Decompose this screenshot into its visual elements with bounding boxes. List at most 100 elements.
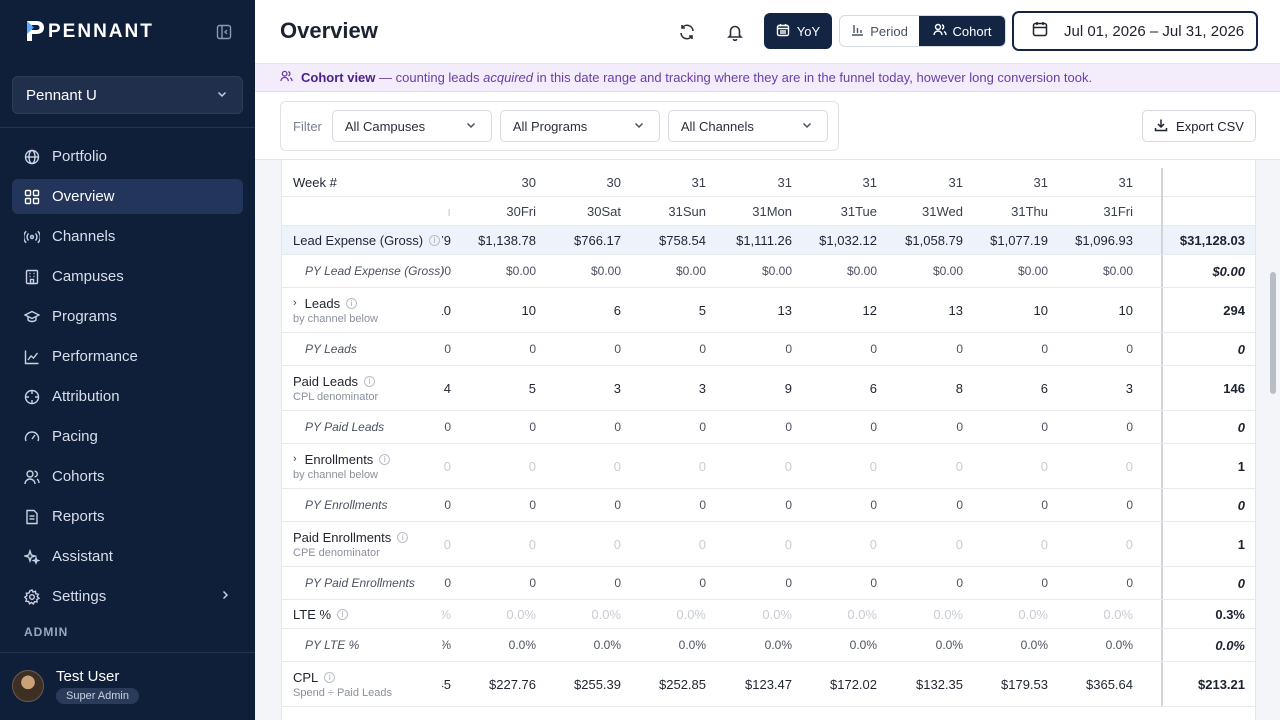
week-header-label: Week #: [282, 168, 442, 196]
table-row-leads: › Leads i by channel below 10 10 6 5 13 12 13 10 10 2…: [282, 288, 1255, 333]
sidebar-item-label: Reports: [52, 508, 105, 525]
value-cell: 0.0%: [676, 606, 706, 622]
row-sublabel: CPE denominator: [293, 546, 380, 559]
logo-row: PENNANT: [0, 0, 255, 64]
period-mode-button[interactable]: Period: [840, 16, 919, 46]
sidebar-item-programs[interactable]: Programs: [12, 299, 243, 334]
total-cell: 294: [1161, 288, 1255, 332]
cohort-label: Cohort: [952, 23, 992, 39]
sidebar-item-label: Performance: [52, 348, 138, 365]
week-label: Week #: [293, 174, 337, 190]
info-icon[interactable]: i: [346, 297, 358, 309]
partial-value-cell: 0: [444, 576, 451, 590]
tenant-selector[interactable]: Pennant U: [12, 76, 243, 114]
value-cell: 0.0%: [1020, 638, 1048, 652]
sidebar-item-settings[interactable]: Settings: [12, 579, 243, 614]
sidebar-item-reports[interactable]: Reports: [12, 499, 243, 534]
row-label-value: PY Paid Leads: [305, 420, 385, 434]
sidebar-item-portfolio[interactable]: Portfolio: [12, 139, 243, 174]
sidebar-item-pacing[interactable]: Pacing: [12, 419, 243, 454]
value-cell: 0: [784, 458, 792, 474]
value-cell: 0: [956, 420, 963, 434]
value-cell: $132.35: [916, 676, 963, 692]
value-cell: 0: [1126, 420, 1133, 434]
table-row-lead-expense-gross: Lead Expense (Gross) i 79 $1,138.78 $766.17 $…: [282, 226, 1255, 255]
bell-icon[interactable]: [723, 20, 747, 44]
banner-em: acquired: [483, 70, 533, 85]
value-cell: 0.0%: [847, 606, 877, 622]
sidebar-item-channels[interactable]: Channels: [12, 219, 243, 254]
export-csv-button[interactable]: Export CSV: [1142, 110, 1256, 142]
value-cell: 0: [699, 342, 706, 356]
sidebar-item-cohorts[interactable]: Cohorts: [12, 459, 243, 494]
value-cell: 0: [529, 342, 536, 356]
sidebar-item-label: Settings: [52, 588, 107, 605]
info-icon[interactable]: i: [364, 375, 376, 387]
total-cell: $0.00: [1161, 255, 1255, 287]
total-cell: 1: [1161, 444, 1255, 488]
info-icon[interactable]: i: [324, 671, 336, 683]
sidebar-item-label: Campuses: [52, 268, 124, 285]
value-cell: 0: [1126, 498, 1133, 512]
yoy-toggle-button[interactable]: YoY: [764, 13, 832, 49]
sidebar-item-label: Channels: [52, 228, 116, 245]
program-select-value: All Programs: [512, 118, 588, 134]
value-cell: $1,111.26: [736, 232, 792, 248]
row-label-value: Enrollments: [304, 451, 374, 467]
user-role-badge: Super Admin: [56, 688, 139, 704]
sidebar-item-campuses[interactable]: Campuses: [12, 259, 243, 294]
row-label-value: PY Leads: [305, 342, 357, 356]
sidebar-item-overview[interactable]: Overview: [12, 179, 243, 214]
row-label: PY Lead Expense (Gross): [282, 255, 444, 287]
campus-select[interactable]: All Campuses: [331, 110, 492, 142]
sidebar-item-performance[interactable]: Performance: [12, 339, 243, 374]
info-icon[interactable]: i: [337, 608, 349, 620]
value-cell: 0: [785, 498, 792, 512]
value-cell: 0.0%: [762, 606, 792, 622]
info-icon[interactable]: i: [379, 453, 391, 465]
page-title: Overview: [280, 18, 378, 43]
sidebar-item-label: Attribution: [52, 388, 120, 405]
value-cell: 0: [699, 498, 706, 512]
total-cell: $213.21: [1161, 662, 1255, 706]
sparkles-icon: [24, 548, 40, 565]
calendar-icon: [776, 23, 790, 40]
expand-chevron-icon[interactable]: ›: [293, 297, 297, 309]
vertical-scrollbar[interactable]: [1270, 272, 1276, 394]
users-icon: [932, 23, 947, 39]
row-label-text: PY Enrollments: [293, 498, 442, 512]
value-cell: 0: [785, 420, 792, 434]
date-range-picker[interactable]: Jul 01, 2026 – Jul 31, 2026: [1012, 11, 1258, 51]
program-select[interactable]: All Programs: [499, 110, 660, 142]
value-cell: 13: [948, 302, 963, 318]
value-cell: 0: [528, 536, 536, 552]
sidebar-item-attribution[interactable]: Attribution: [12, 379, 243, 414]
partial-day-cell: ı: [447, 203, 451, 219]
info-icon[interactable]: i: [397, 531, 409, 543]
total-cell: 0.3%: [1161, 600, 1255, 628]
user-profile[interactable]: Test User Super Admin: [12, 668, 139, 704]
value-cell: 8: [955, 380, 963, 396]
expand-chevron-icon[interactable]: ›: [293, 453, 297, 465]
sidebar-item-assistant[interactable]: Assistant: [12, 539, 243, 574]
row-label: › Leads i by channel below: [282, 288, 442, 332]
building-icon: [24, 269, 40, 285]
info-icon[interactable]: i: [429, 234, 441, 246]
value-cell: 3: [698, 380, 706, 396]
filter-group: Filter All Campuses All Programs All Cha…: [280, 101, 839, 151]
value-cell: 6: [613, 302, 621, 318]
row-label: PY Enrollments: [282, 489, 442, 521]
partial-value-cell: 0: [444, 420, 451, 434]
channel-select[interactable]: All Channels: [667, 110, 828, 142]
day-cell: 31Tue: [840, 203, 877, 219]
cohort-mode-button[interactable]: Cohort: [919, 16, 1005, 46]
logo[interactable]: PENNANT: [24, 19, 154, 46]
download-icon: [1154, 118, 1168, 135]
refresh-icon[interactable]: [675, 20, 699, 44]
value-cell: 0.0%: [506, 606, 536, 622]
day-cell: 31Thu: [1011, 203, 1048, 219]
row-label-value: PY Enrollments: [305, 498, 388, 512]
sidebar-collapse-icon[interactable]: [215, 23, 233, 41]
value-cell: 0: [870, 420, 877, 434]
row-label: PY Leads: [282, 333, 442, 365]
